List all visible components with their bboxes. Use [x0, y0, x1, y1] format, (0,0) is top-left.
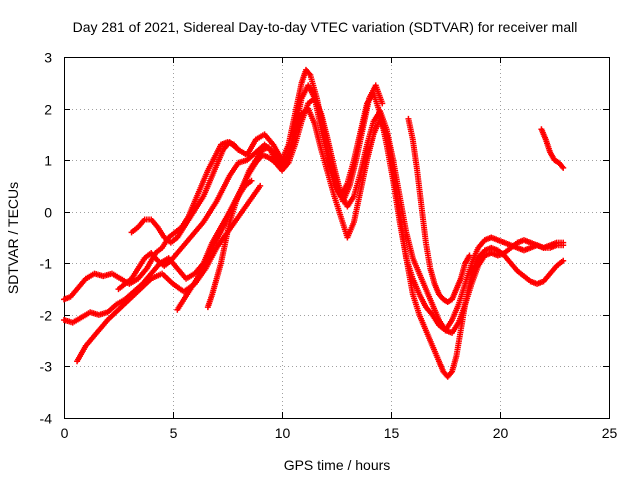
data-points: [61, 66, 567, 380]
data-point: [560, 257, 567, 264]
x-tick-label: 25: [602, 425, 618, 441]
y-tick-label: 0: [44, 205, 52, 221]
data-point: [257, 182, 264, 189]
plot-frame: [64, 57, 610, 419]
x-tick-label: 10: [275, 425, 291, 441]
y-tick-label: 2: [44, 102, 52, 118]
series-trace-8: [405, 115, 473, 305]
data-point: [248, 177, 255, 184]
y-axis-label: SDTVAR / TECUs: [5, 182, 21, 294]
y-tick-label: -2: [40, 308, 53, 324]
data-point: [379, 100, 386, 107]
y-tick-label: -3: [40, 359, 53, 375]
x-tick-label: 0: [61, 425, 69, 441]
data-point: [560, 164, 567, 171]
axis-ticks: 0 5 10 15 20 25 -4 -3 -2 -1 0 1 2 3: [40, 50, 618, 442]
x-tick-label: 20: [493, 425, 509, 441]
data-point: [466, 252, 473, 259]
y-tick-label: 1: [44, 153, 52, 169]
y-tick-label: -4: [40, 411, 53, 427]
data-point: [560, 239, 567, 246]
chart-title: Day 281 of 2021, Sidereal Day-to-day VTE…: [73, 19, 578, 35]
x-axis-label: GPS time / hours: [284, 457, 391, 473]
series-trace-7: [204, 105, 567, 380]
series-trace-9: [538, 126, 567, 171]
x-tick-label: 5: [170, 425, 178, 441]
grid: [64, 57, 609, 418]
y-tick-label: 3: [44, 50, 52, 66]
x-tick-label: 15: [384, 425, 400, 441]
y-tick-label: -1: [40, 256, 53, 272]
